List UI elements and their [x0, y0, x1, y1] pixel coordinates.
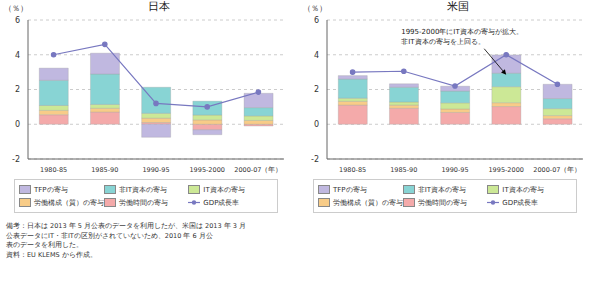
html-text:米国: 米国 [447, 0, 469, 13]
svg-text:2000-07（年）: 2000-07（年） [234, 166, 282, 174]
svg-text:1995-2000年にIT資本の寄与が拡大。非IT資本の寄与: 1995-2000年にIT資本の寄与が拡大。非IT資本の寄与を上回る。 [401, 28, 523, 46]
svg-text:2000-07（年）: 2000-07（年） [533, 166, 581, 174]
svg-text:1985-90: 1985-90 [390, 166, 417, 174]
html-text:公表データにIT・非ITの区別がされていないため、2010: 公表データにIT・非ITの区別がされていないため、2010 年 6 月公 [6, 231, 213, 240]
svg-text:2: 2 [314, 85, 319, 94]
svg-text:-2: -2 [12, 155, 20, 164]
svg-text:1980-85: 1980-85 [40, 166, 67, 174]
html-text:労働時間の寄与: 労働時間の寄与 [417, 198, 467, 207]
html-text:表のデータを利用した。: 表のデータを利用した。 [6, 241, 83, 249]
html-text:IT資本の寄与: IT資本の寄与 [502, 185, 544, 194]
svg-text:1980-85: 1980-85 [339, 166, 366, 174]
html-text:GDP成長率: GDP成長率 [203, 198, 240, 207]
svg-text:4: 4 [314, 51, 319, 60]
html-text:TFPの寄与: TFPの寄与 [34, 185, 68, 194]
svg-text:1995-2000: 1995-2000 [189, 166, 224, 174]
svg-text:-2: -2 [311, 155, 319, 164]
html-text:労働構成（質）の寄与: 労働構成（質）の寄与 [333, 198, 403, 207]
html-text:GDP成長率: GDP成長率 [502, 198, 539, 207]
html-text:労働構成（質）の寄与: 労働構成（質）の寄与 [34, 198, 104, 207]
html-text:非IT資本の寄与: 非IT資本の寄与 [417, 185, 466, 194]
svg-text:4: 4 [15, 51, 20, 60]
svg-text:1985-90: 1985-90 [91, 166, 118, 174]
svg-text:1995-2000: 1995-2000 [488, 166, 523, 174]
html-text:労働時間の寄与: 労働時間の寄与 [118, 198, 168, 207]
html-text:資料：EU KLEMS から作成。: 資料：EU KLEMS から作成。 [6, 250, 97, 259]
html-text:TFPの寄与: TFPの寄与 [333, 185, 367, 194]
html-text:IT資本の寄与: IT資本の寄与 [203, 185, 245, 194]
svg-text:1990-95: 1990-95 [441, 166, 468, 174]
html-text:日本: 日本 [148, 0, 170, 13]
svg-text:6: 6 [314, 16, 319, 25]
svg-text:6: 6 [15, 16, 20, 25]
svg-text:0: 0 [314, 120, 319, 129]
svg-text:2: 2 [15, 85, 20, 94]
svg-text:0: 0 [15, 120, 20, 129]
html-text:非IT資本の寄与: 非IT資本の寄与 [118, 185, 167, 194]
html-text:備考：日本は 2013 年 5 月公表のデータを利用したが、: 備考：日本は 2013 年 5 月公表のデータを利用したが、米国は 2013 年… [6, 222, 246, 230]
svg-text:1990-95: 1990-95 [142, 166, 169, 174]
